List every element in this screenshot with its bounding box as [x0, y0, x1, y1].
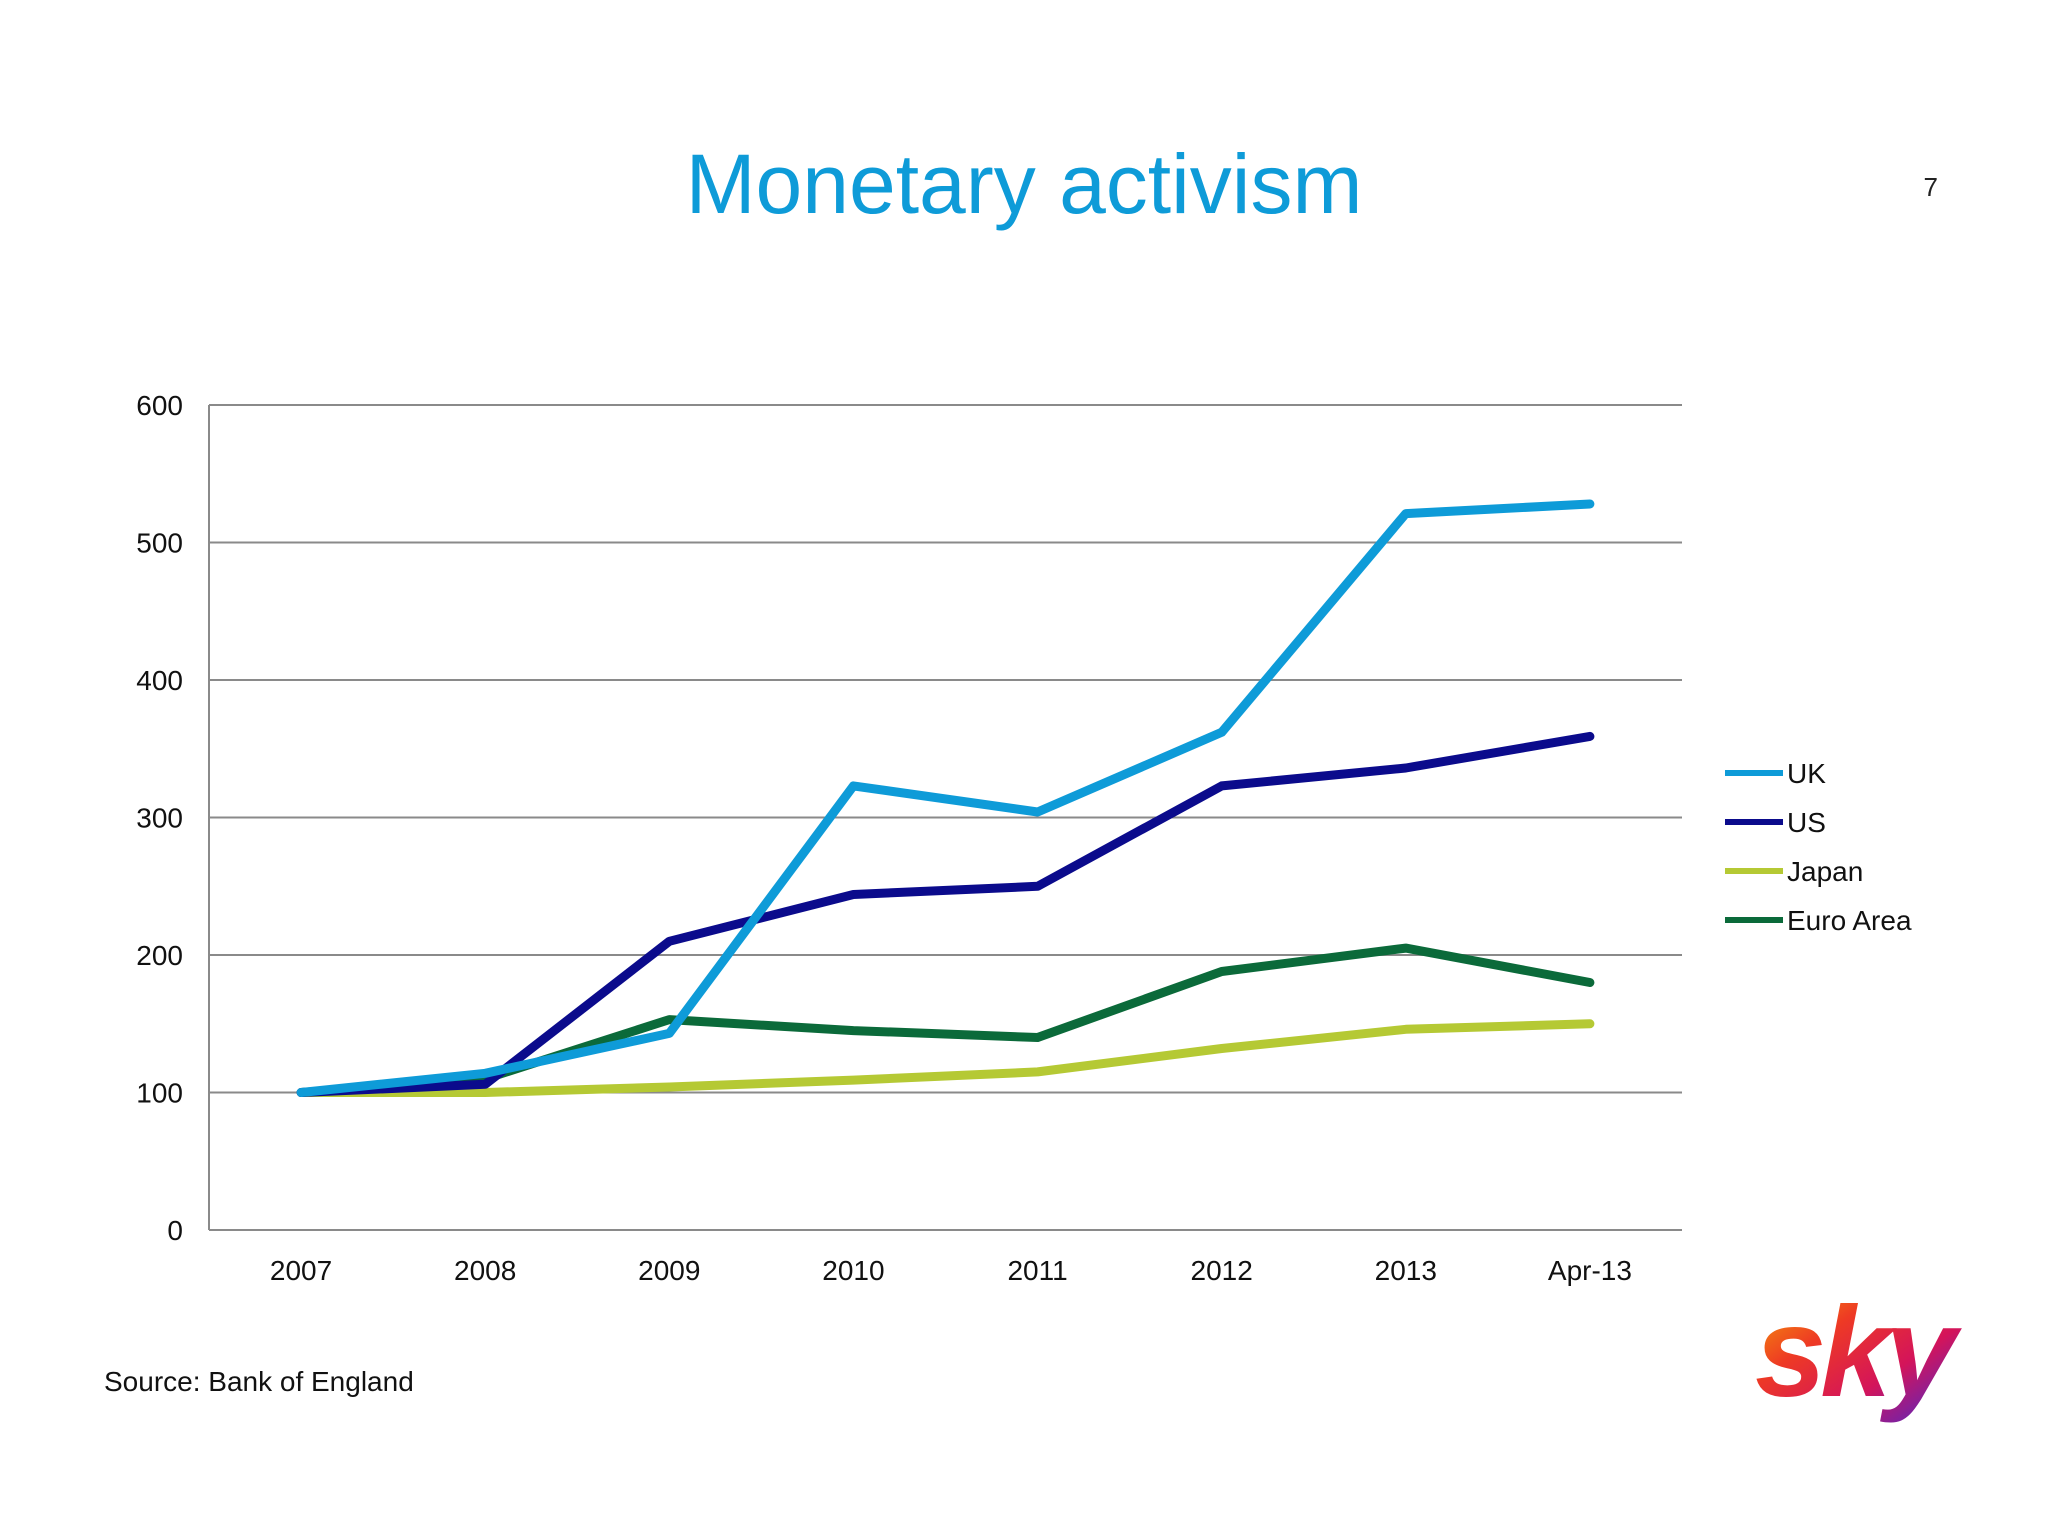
svg-text:sky: sky [1755, 1281, 1962, 1424]
series-line-us [296, 731, 1595, 1097]
x-tick-labels: 2007 2008 2009 2010 2011 2012 2013 Apr-13 [270, 1255, 1632, 1286]
page-number: 7 [1923, 172, 1938, 202]
x-tick-label: 2013 [1375, 1255, 1437, 1286]
x-tick-label: 2012 [1191, 1255, 1253, 1286]
legend-label-us: US [1787, 807, 1826, 838]
y-tick-label: 200 [136, 940, 183, 971]
sky-logo: sky [1755, 1281, 1965, 1424]
series-lines [296, 499, 1595, 1097]
axes [208, 405, 1682, 1231]
x-tick-label: 2009 [638, 1255, 700, 1286]
legend-label-japan: Japan [1787, 856, 1863, 887]
series-line-japan [296, 1019, 1595, 1097]
x-tick-label: 2007 [270, 1255, 332, 1286]
x-tick-label: 2010 [822, 1255, 884, 1286]
source-note: Source: Bank of England [104, 1366, 414, 1397]
y-tick-label: 100 [136, 1078, 183, 1109]
x-tick-label: Apr-13 [1548, 1255, 1632, 1286]
legend-label-uk: UK [1787, 758, 1826, 789]
y-tick-label: 300 [136, 803, 183, 834]
y-tick-label: 500 [136, 528, 183, 559]
x-tick-label: 2011 [1007, 1255, 1067, 1286]
y-tick-label: 600 [136, 390, 183, 421]
legend-label-euro-area: Euro Area [1787, 905, 1912, 936]
x-tick-label: 2008 [454, 1255, 516, 1286]
slide-title: Monetary activism [685, 137, 1363, 231]
y-tick-labels: 0 100 200 300 400 500 600 [136, 390, 183, 1246]
y-tick-label: 0 [167, 1215, 183, 1246]
legend: UK US Japan Euro Area [1725, 758, 1912, 936]
y-tick-label: 400 [136, 665, 183, 696]
series-line-uk [296, 499, 1595, 1097]
